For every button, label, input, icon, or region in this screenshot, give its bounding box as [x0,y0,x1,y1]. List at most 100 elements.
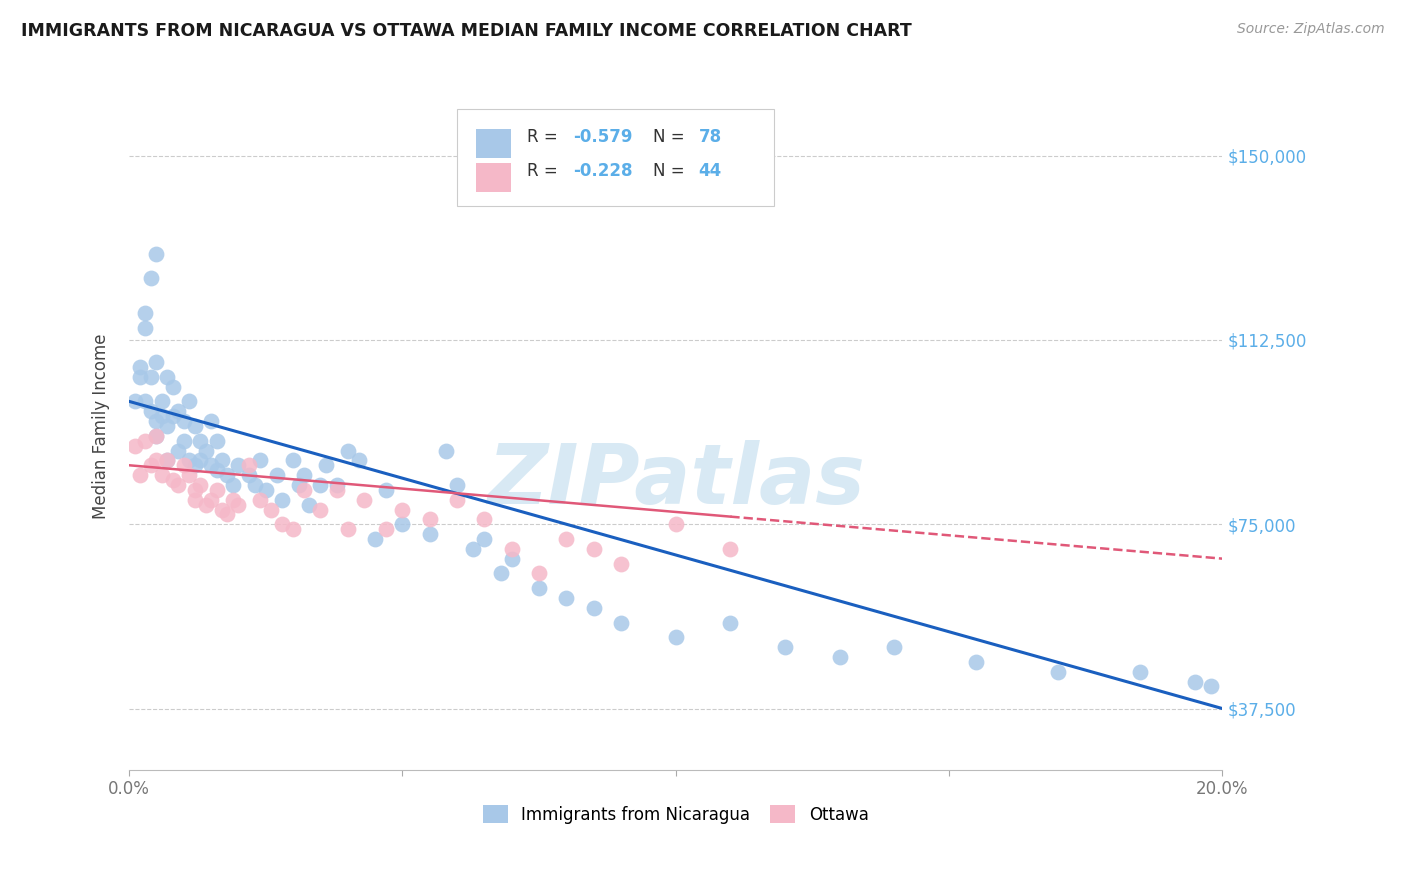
Point [150,468,173,483]
Point [222,478,245,492]
Point [1201,680,1223,694]
Point [134,394,156,409]
FancyBboxPatch shape [475,128,510,158]
Point [527,566,550,581]
Point [217,508,239,522]
Point [391,502,413,516]
Point [391,517,413,532]
Point [194,498,217,512]
Point [238,458,260,473]
Point [271,517,294,532]
Point [965,655,987,669]
Text: R =: R = [527,128,562,146]
Point [129,359,152,374]
Text: ZIPatlas: ZIPatlas [486,441,865,522]
Point [228,498,250,512]
Point [179,394,201,409]
Point [145,453,167,467]
Point [167,404,190,418]
Point [298,498,321,512]
Point [555,591,578,605]
Point [309,478,332,492]
Point [145,247,167,261]
Point [364,532,387,546]
Point [145,355,167,369]
Point [292,483,315,497]
Point [200,414,222,428]
Text: -0.579: -0.579 [574,128,633,146]
Point [129,369,152,384]
Point [217,468,239,483]
Point [582,541,605,556]
Point [249,453,271,467]
Point [474,512,496,526]
Point [336,522,359,536]
Point [145,414,167,428]
Point [243,478,266,492]
Point [139,404,162,418]
Point [238,468,260,483]
Text: 78: 78 [699,128,721,146]
Point [167,478,190,492]
Point [228,458,250,473]
Point [1184,674,1206,689]
Point [446,492,468,507]
Point [188,434,211,448]
Point [183,458,205,473]
Point [173,414,195,428]
Point [1129,665,1152,679]
Text: 44: 44 [699,162,721,180]
Point [266,468,288,483]
Point [205,463,228,477]
Point [129,468,152,483]
FancyBboxPatch shape [457,110,775,206]
Point [1047,665,1070,679]
Point [315,458,337,473]
Point [183,483,205,497]
Point [353,492,375,507]
Point [326,478,349,492]
Point [156,369,179,384]
Point [665,630,688,644]
Point [718,615,741,630]
Point [336,443,359,458]
Point [173,434,195,448]
Point [309,502,332,516]
Point [883,640,905,654]
Point [145,429,167,443]
Point [773,640,796,654]
Point [281,453,304,467]
Point [281,522,304,536]
Point [718,541,741,556]
Text: R =: R = [527,162,562,180]
Point [124,394,146,409]
Point [287,478,309,492]
Point [527,581,550,595]
Point [446,478,468,492]
Point [501,551,523,566]
Point [162,379,184,393]
Point [156,419,179,434]
Point [139,458,162,473]
Point [194,443,217,458]
Legend: Immigrants from Nicaragua, Ottawa: Immigrants from Nicaragua, Ottawa [484,805,869,823]
Point [260,502,283,516]
Point [200,492,222,507]
Point [156,453,179,467]
Point [183,419,205,434]
Point [347,453,370,467]
Point [134,434,156,448]
Point [211,502,233,516]
Point [582,600,605,615]
FancyBboxPatch shape [475,163,510,192]
Point [167,443,190,458]
Point [249,492,271,507]
Point [162,473,184,487]
Point [179,468,201,483]
Point [134,320,156,334]
Point [254,483,277,497]
Point [173,458,195,473]
Point [222,492,245,507]
Point [419,512,441,526]
Point [326,483,349,497]
